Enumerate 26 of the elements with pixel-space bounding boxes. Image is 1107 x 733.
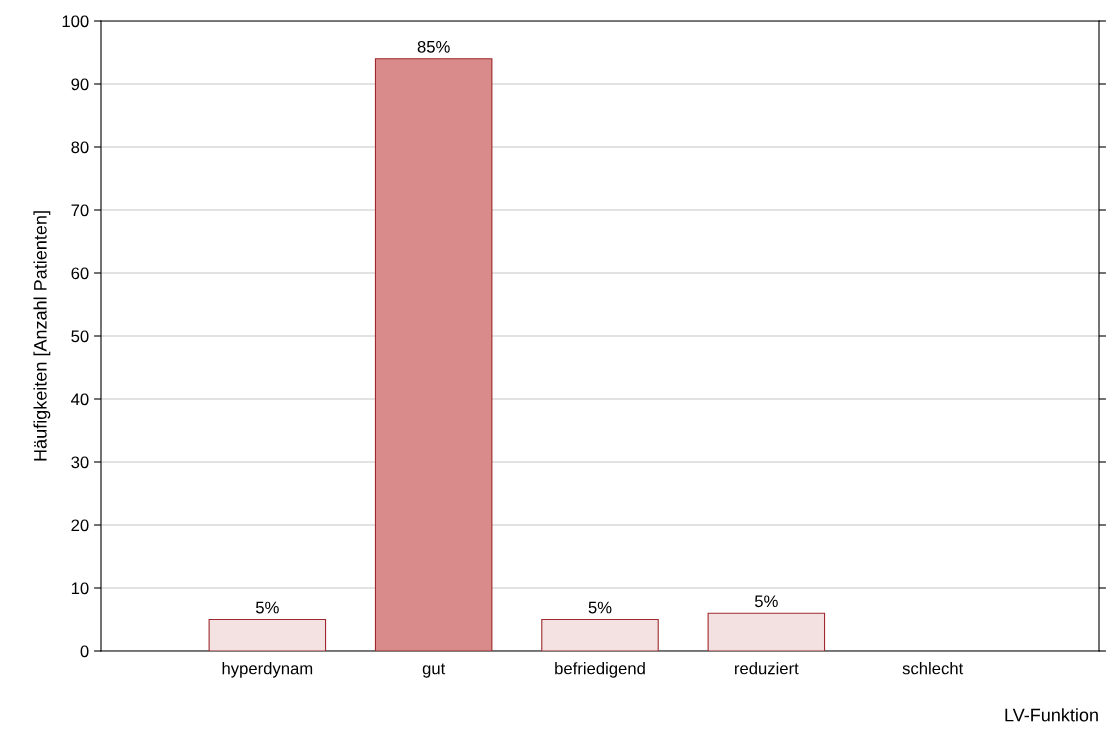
bar — [208, 618, 327, 651]
annotation: 5% — [588, 601, 612, 614]
y-tick-label: 0 — [80, 645, 89, 658]
y-tick-label: 90 — [71, 78, 89, 91]
y-tick-label: 80 — [71, 141, 89, 154]
bar — [541, 618, 659, 651]
y-tick-label: 50 — [71, 330, 89, 343]
x-tick-label: reduziert — [735, 662, 799, 675]
y-tick-label: 40 — [71, 393, 89, 406]
x-tick-label: gut — [422, 663, 446, 678]
x-tick-label: hyperdynam — [222, 662, 313, 678]
y-tick-label: 60 — [71, 267, 89, 280]
y-tick-label: 20 — [71, 519, 89, 532]
y-tick-label: 100 — [62, 15, 89, 28]
x-tick-label: befriedigend — [555, 662, 645, 678]
y-axis-title: Häufigkeiten [Anzahl Patienten] — [33, 211, 51, 461]
x-axis-title: LV-Funktion — [1005, 708, 1098, 722]
annotation: 85% — [417, 40, 450, 53]
y-tick-label: 30 — [71, 456, 89, 469]
annotation: 5% — [754, 595, 778, 608]
x-tick-label: schlecht — [902, 662, 964, 675]
y-tick-label: 10 — [71, 582, 89, 595]
bar — [374, 58, 493, 651]
y-tick-label: 70 — [71, 204, 89, 217]
annotation: 5% — [255, 601, 279, 614]
bar — [707, 612, 826, 651]
